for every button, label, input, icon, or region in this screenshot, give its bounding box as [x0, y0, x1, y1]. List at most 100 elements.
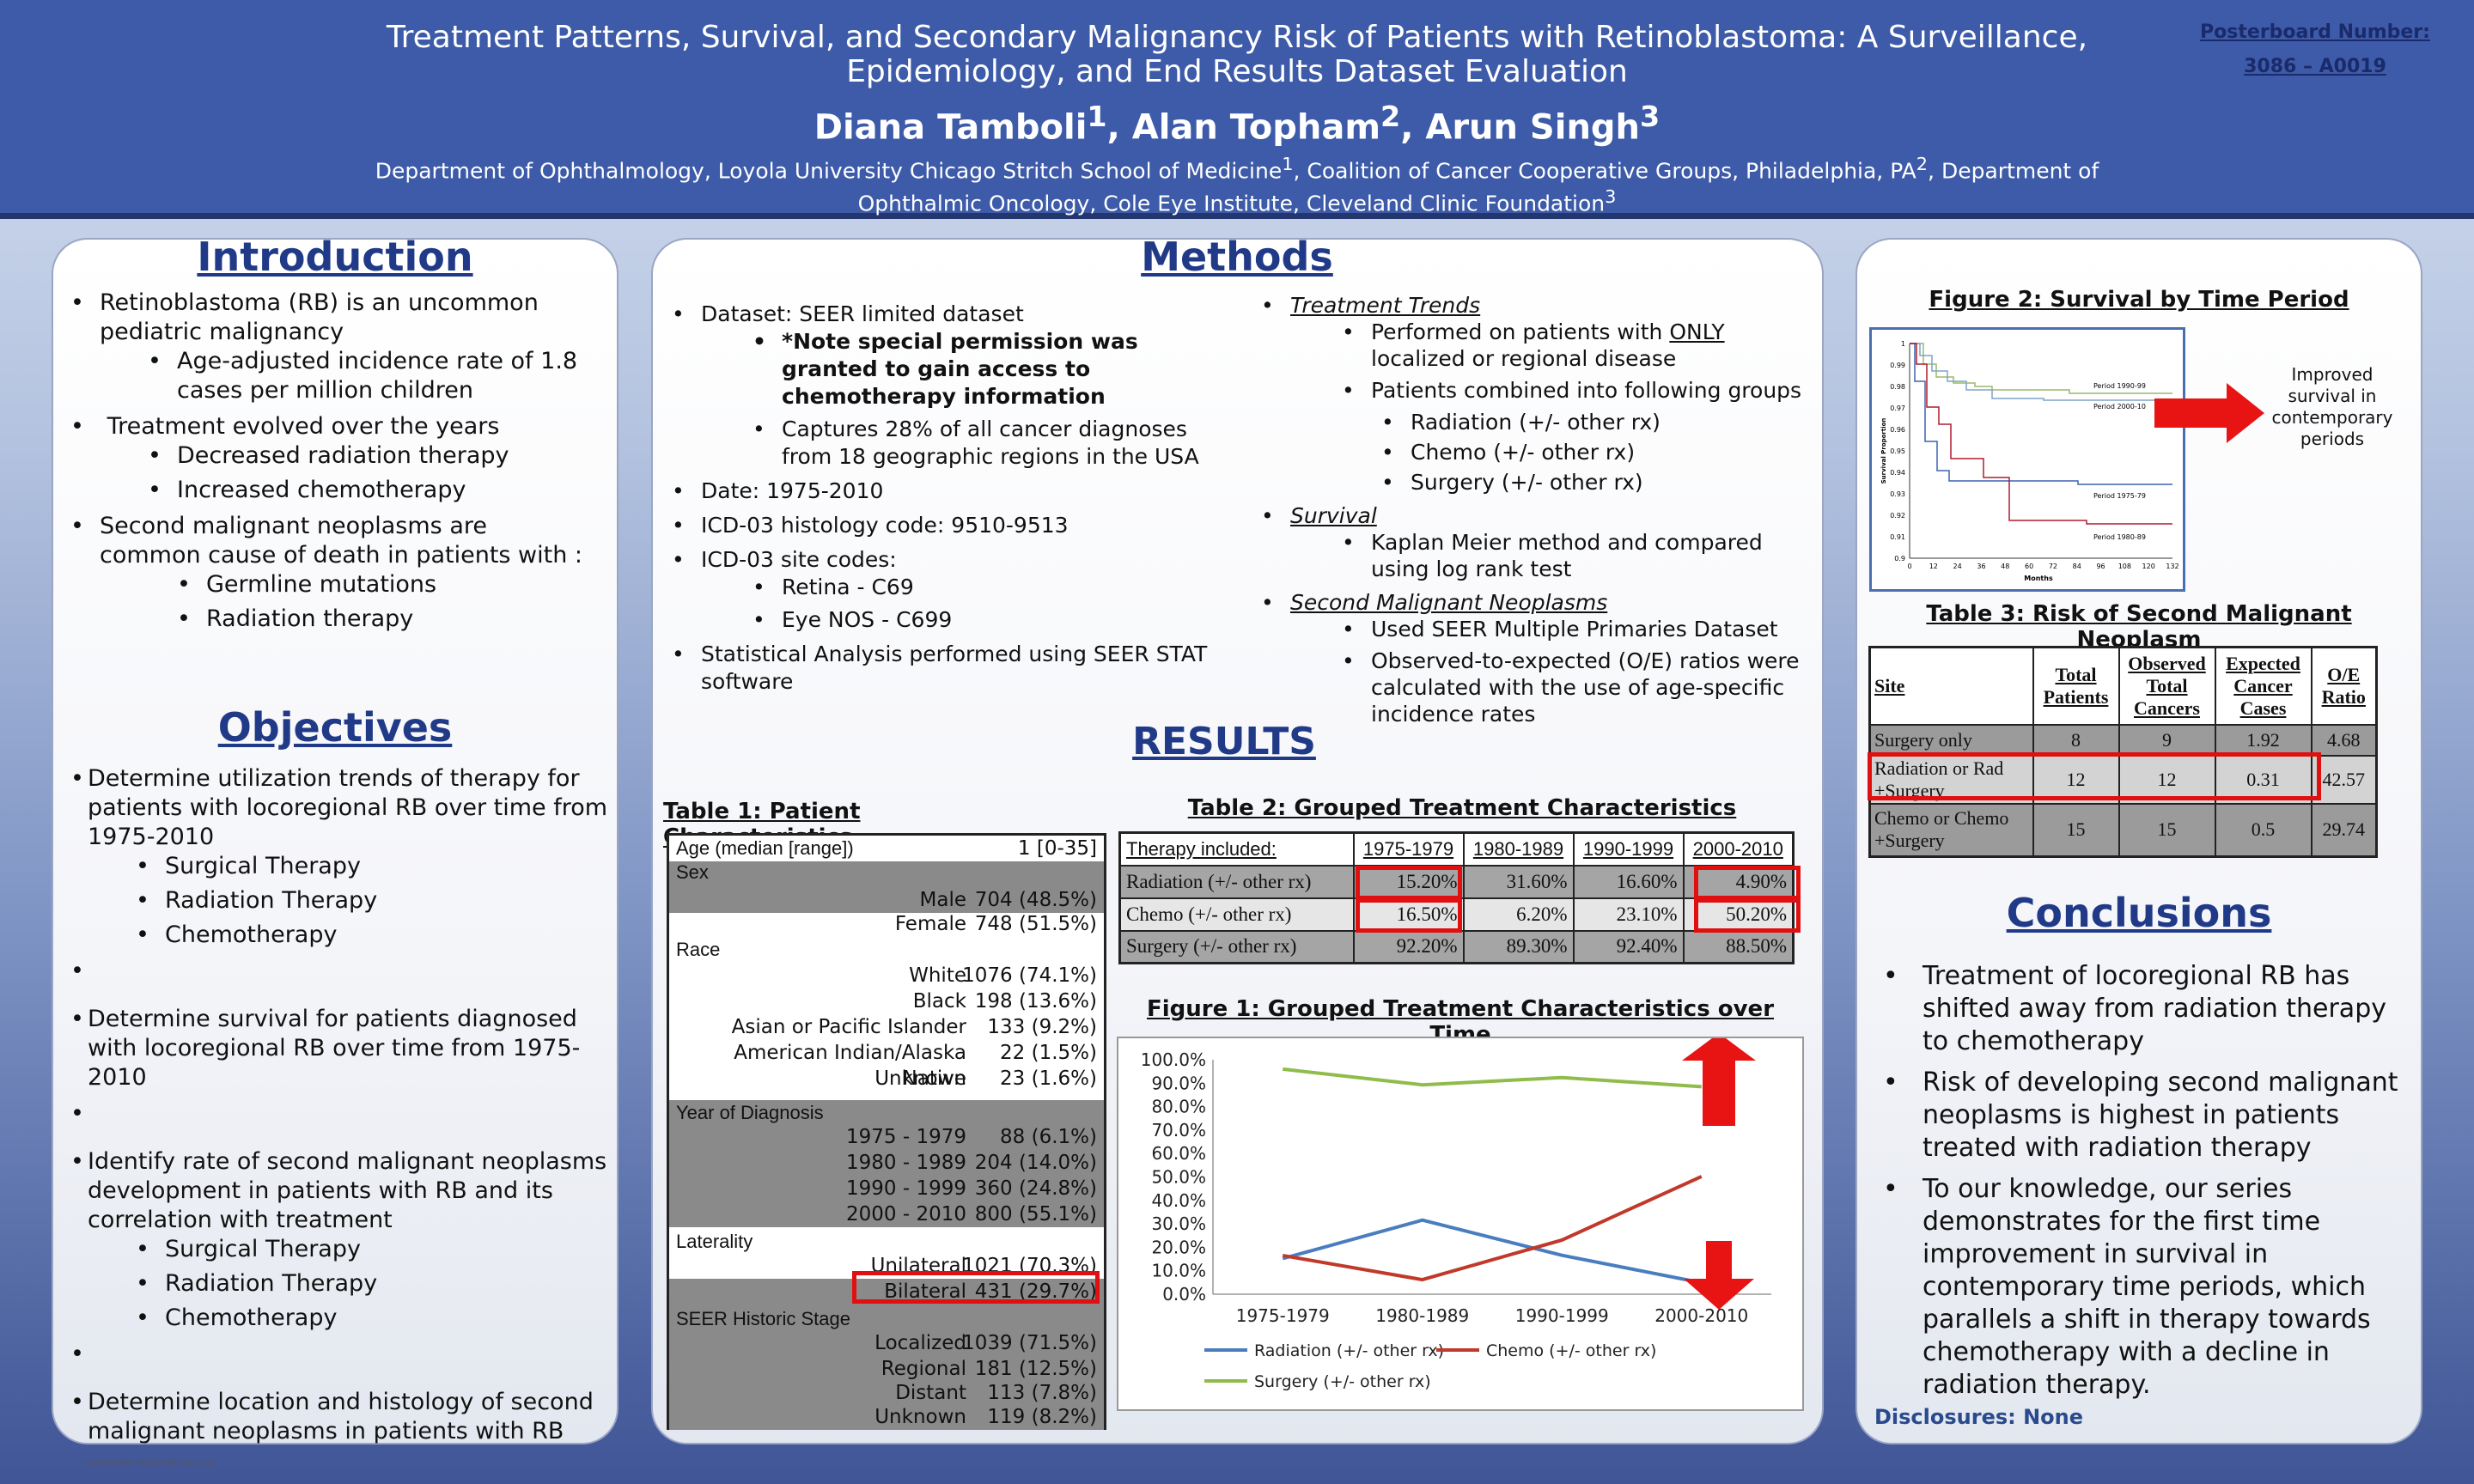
row-label: Surgery only: [1868, 723, 2034, 757]
y-tick-label: 0.9: [1894, 555, 1905, 563]
list-item: Identify rate of second malignant neopla…: [60, 1147, 610, 1333]
row-value: 360 (24.8%): [974, 1177, 1097, 1200]
y-tick-label: 0.97: [1890, 404, 1905, 412]
survival-curve-figure: 1 0.99 0.98 0.97 0.96 0.95 0.94 0.93 0.92 0.91 0.9…: [1869, 327, 2185, 592]
y-tick-label: 0.92: [1890, 512, 1905, 520]
column-header: 1980-1989: [1462, 831, 1575, 867]
section-label: Race: [676, 939, 721, 960]
bullet-text: Treatment Trends: [1290, 293, 1481, 318]
bullet-text-emphasis: ONLY: [1669, 319, 1725, 344]
curve-label: Period 1990-99: [2093, 382, 2146, 390]
row-value: 181 (12.5%): [974, 1358, 1097, 1380]
table-row: Regional 181 (12.5%): [669, 1356, 1104, 1382]
list-item: Radiation Therapy: [125, 886, 610, 915]
table-cell: 0.5: [2214, 802, 2313, 858]
methods-list-left: Dataset: SEER limited dataset *Note spec…: [661, 301, 1228, 702]
table-cell: 23.10%: [1572, 897, 1685, 932]
bullet-text: Determine location and histology of seco…: [88, 1389, 594, 1444]
list-item: Retina - C69: [742, 574, 1228, 601]
row-value: 113 (7.8%): [987, 1382, 1097, 1404]
list-item: Used SEER Multiple Primaries Dataset: [1331, 616, 1818, 642]
x-tick-label: 108: [2118, 563, 2131, 570]
list-item: Determine location and histology of seco…: [60, 1388, 610, 1446]
second-malignancy-table: Site Total Patients Observed Total Cance…: [1868, 646, 2378, 858]
row-value: 119 (8.2%): [987, 1406, 1097, 1428]
figure2-annotation: Improved survival in contemporary period…: [2271, 364, 2393, 449]
disclosures: Disclosures: None: [1874, 1405, 2084, 1429]
list-item: Second Malignant Neoplasms Used SEER Mul…: [1251, 589, 1818, 727]
table-row: Laterality: [669, 1229, 1104, 1255]
list-item: Treatment of locoregional RB has shifted…: [1873, 960, 2405, 1058]
row-value: 704 (48.5%): [974, 889, 1097, 911]
red-down-arrow-icon: [1684, 1241, 1754, 1310]
table-cell: 16.60%: [1572, 864, 1685, 899]
list-item: Patients combined into following groups …: [1331, 377, 1818, 496]
list-item: Statistical Analysis performed using SEE…: [661, 641, 1228, 696]
list-item: Radiation (+/- other rx): [1371, 409, 1818, 435]
table-band: [669, 861, 1104, 913]
bullet-text: Radiation (+/- other rx): [1411, 410, 1661, 435]
table-cell: 9: [2118, 723, 2216, 757]
x-tick-label: 48: [2001, 563, 2009, 570]
row-label: Unknown: [874, 1067, 966, 1090]
y-tick-label: 40.0%: [1151, 1190, 1206, 1211]
highlight-box: [1694, 898, 1801, 933]
table-header-row: Therapy included: 1975-1979 1980-1989 19…: [1118, 831, 1795, 867]
x-tick-label: 120: [2142, 563, 2155, 570]
table-cell: 92.40%: [1572, 929, 1685, 964]
y-tick-label: 10.0%: [1151, 1261, 1206, 1281]
red-up-arrow-icon: [1682, 1033, 1756, 1126]
table-row: SEER Historic Stage: [669, 1306, 1104, 1332]
column-header: 1990-1999: [1572, 831, 1685, 867]
x-tick-label: 0: [1907, 563, 1911, 570]
list-item: Date: 1975-2010: [661, 477, 1228, 505]
bullet-text: localized or regional disease: [1371, 346, 1677, 371]
y-tick-label: 0.91: [1890, 533, 1905, 541]
posterboard-number: Posterboard Number: 3086 – A0019: [2186, 15, 2444, 84]
methods-heading: Methods: [1141, 234, 1333, 280]
table-row: Surgery only 8 9 1.92 4.68: [1868, 723, 2378, 757]
table-cell: 0.31: [2214, 754, 2313, 805]
row-label: Bilateral: [884, 1280, 966, 1303]
figure2-title: Figure 2: Survival by Time Period: [1929, 287, 2349, 313]
table-header-row: Site Total Patients Observed Total Cance…: [1868, 646, 2378, 726]
methods-list-right: Treatment Trends Performed on patients w…: [1251, 292, 1818, 734]
row-value: 748 (51.5%): [974, 913, 1097, 935]
column-header: Expected Cancer Cases: [2214, 646, 2313, 726]
section-label: Laterality: [676, 1231, 753, 1252]
row-value: 204 (14.0%): [974, 1152, 1097, 1174]
column-header: 2000-2010: [1682, 831, 1795, 867]
column-header: Site: [1868, 646, 2034, 726]
x-tick-label: 1980-1989: [1375, 1305, 1469, 1326]
table3-title: Table 3: Risk of Second Malignant Neopla…: [1926, 601, 2352, 653]
x-tick-label: 36: [1977, 563, 1985, 570]
y-tick-label: 20.0%: [1151, 1237, 1206, 1257]
bullet-text: Radiation Therapy: [165, 887, 378, 914]
footer-url[interactable]: www.PosterPresentations.com: [86, 1458, 216, 1468]
list-item: Retinoblastoma (RB) is an uncommon pedia…: [60, 289, 593, 405]
x-tick-label: 1990-1999: [1515, 1305, 1609, 1326]
x-tick-label: 24: [1953, 563, 1962, 570]
list-item: Chemotherapy: [125, 1304, 610, 1333]
x-tick-label: 2000-2010: [1654, 1305, 1748, 1326]
y-tick-label: 70.0%: [1151, 1120, 1206, 1140]
row-label: Male: [919, 889, 966, 911]
bullet-text: Surgical Therapy: [165, 1236, 361, 1262]
y-tick-label: 0.98: [1890, 383, 1905, 391]
table-row: 2000 - 2010 800 (55.1%): [669, 1201, 1104, 1227]
table-row: Localized 1039 (71.5%): [669, 1330, 1104, 1356]
table-row: 1975 - 1979 88 (6.1%): [669, 1124, 1104, 1150]
objectives-list: Determine utilization trends of therapy …: [60, 764, 610, 1453]
posterboard-label: Posterboard Number:: [2200, 21, 2430, 43]
author-name: Alan Topham: [1131, 107, 1381, 148]
table-row: Chemo or Chemo +Surgery 15 15 0.5 29.74: [1868, 802, 2378, 858]
table-row: Female 748 (51.5%): [669, 911, 1104, 937]
x-tick-label: 84: [2073, 563, 2081, 570]
column-header: Observed Total Cancers: [2118, 646, 2216, 726]
list-item: Captures 28% of all cancer diagnoses fro…: [742, 416, 1228, 471]
row-label: Unknown: [874, 1406, 966, 1428]
bullet-text: Captures 28% of all cancer diagnoses fro…: [782, 417, 1199, 469]
row-label: Distant: [895, 1382, 966, 1404]
author-name: Arun Singh: [1425, 107, 1641, 148]
y-tick-label: 50.0%: [1151, 1167, 1206, 1188]
